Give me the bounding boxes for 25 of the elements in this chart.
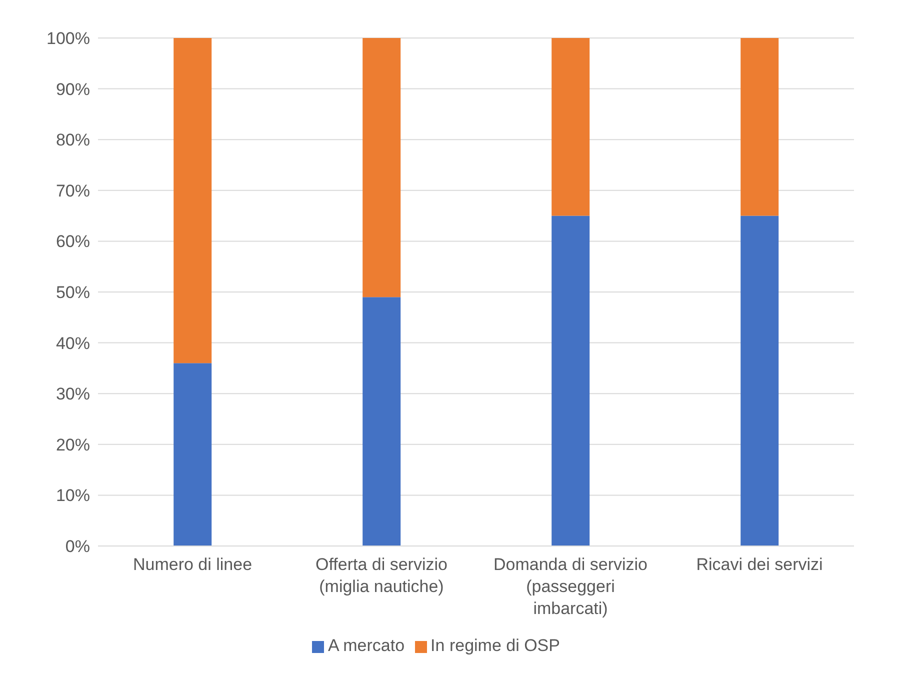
bar	[174, 363, 212, 546]
y-tick-label: 50%	[56, 283, 90, 302]
y-tick-label: 60%	[56, 232, 90, 252]
legend-label: A mercato	[328, 636, 405, 655]
y-tick-label: 0%	[65, 537, 90, 556]
y-tick-label: 10%	[56, 486, 90, 506]
y-tick-label: 90%	[56, 80, 90, 99]
bar	[552, 38, 590, 216]
bar	[362, 297, 401, 546]
legend-label: In regime di OSP	[430, 636, 560, 655]
bar	[740, 216, 779, 546]
y-tick-label: 70%	[56, 181, 90, 200]
bar	[552, 216, 590, 546]
x-tick-label: Offerta di servizio (miglia nautiche)	[316, 555, 448, 596]
bar	[362, 38, 401, 298]
bar	[174, 38, 212, 364]
y-tick-label: 30%	[56, 384, 90, 404]
y-tick-label: 100%	[46, 29, 90, 48]
x-tick-label: Domanda di servizio (passeggeri imbarcati)	[493, 555, 648, 618]
y-tick-label: 40%	[56, 334, 90, 353]
y-tick-label: 20%	[56, 435, 90, 454]
y-tick-label: 80%	[56, 130, 90, 150]
x-tick-label: Numero di linee	[132, 555, 252, 574]
bar	[740, 38, 779, 216]
x-tick-label: Ricavi dei servizi	[696, 555, 823, 574]
